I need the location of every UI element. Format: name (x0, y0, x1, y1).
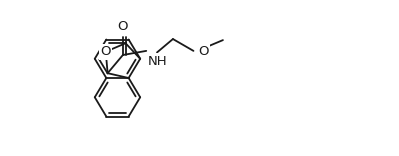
Text: NH: NH (148, 55, 168, 68)
Text: O: O (198, 45, 209, 58)
Text: O: O (118, 20, 128, 33)
Text: O: O (101, 45, 111, 58)
